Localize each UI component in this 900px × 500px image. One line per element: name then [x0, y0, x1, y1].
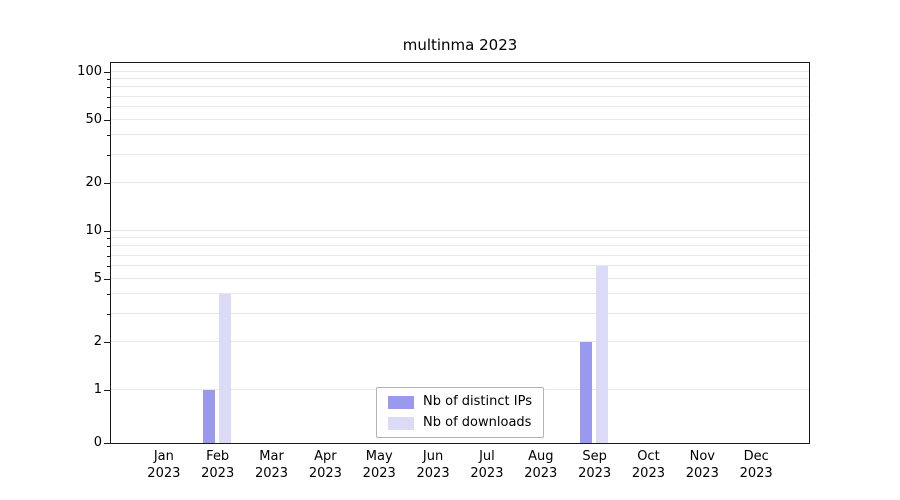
x-tick-label-oct: Oct 2023 [631, 449, 665, 481]
y-tick-label-1: 1 [93, 382, 102, 397]
y-minor-tick-60 [107, 107, 110, 109]
gridline-20 [111, 182, 809, 184]
legend-item-distinct-ips: Nb of distinct IPs [388, 395, 532, 409]
legend-item-downloads: Nb of downloads [388, 416, 532, 430]
y-tick-mark-2 [104, 342, 110, 344]
x-tick-label-feb: Feb 2023 [201, 449, 235, 481]
gridline-10 [111, 230, 809, 231]
y-minor-tick-6 [107, 266, 110, 268]
x-tick-label-mar: Mar 2023 [254, 449, 289, 481]
y-minor-tick-7 [107, 255, 110, 257]
bar-sep-nb-of-downloads [595, 266, 608, 443]
gridline-40 [111, 134, 809, 136]
legend-swatch-distinct-ips [388, 395, 415, 409]
legend-label-downloads: Nb of downloads [423, 415, 532, 430]
y-tick-mark-0 [104, 443, 110, 444]
gridline-30 [111, 154, 809, 156]
x-tick-label-jan: Jan 2023 [147, 449, 181, 481]
y-minor-tick-40 [107, 135, 110, 137]
y-minor-tick-3 [107, 314, 110, 316]
y-minor-tick-4 [107, 294, 110, 296]
y-tick-mark-50 [104, 119, 110, 121]
bar-feb-nb-of-distinct-ips [202, 390, 215, 443]
gridline-50 [111, 118, 809, 120]
y-tick-mark-100 [104, 72, 110, 73]
gridline-7 [111, 254, 809, 256]
y-minor-tick-8 [107, 246, 110, 248]
gridline-90 [111, 78, 809, 80]
y-minor-tick-30 [107, 155, 110, 157]
gridline-4 [111, 293, 809, 295]
y-tick-label-50: 50 [85, 111, 102, 127]
plot-area: Nb of distinct IPs Nb of downloads [110, 62, 810, 444]
y-minor-tick-80 [107, 87, 110, 89]
x-tick-label-apr: Apr 2023 [308, 449, 342, 481]
x-tick-label-jul: Jul 2023 [470, 449, 504, 481]
x-tick-label-nov: Nov 2023 [685, 449, 719, 481]
y-tick-mark-5 [104, 278, 110, 280]
x-tick-label-jun: Jun 2023 [416, 449, 450, 481]
bar-feb-nb-of-downloads [218, 294, 231, 443]
x-tick-label-may: May 2023 [362, 449, 396, 481]
y-tick-label-10: 10 [85, 223, 102, 238]
y-tick-label-100: 100 [77, 64, 102, 79]
x-tick-label-aug: Aug 2023 [524, 449, 558, 481]
y-tick-label-0: 0 [93, 435, 102, 450]
gridline-5 [111, 277, 809, 279]
gridline-6 [111, 265, 809, 267]
bar-sep-nb-of-distinct-ips [579, 342, 592, 443]
gridline-100 [111, 71, 809, 72]
x-tick-label-dec: Dec 2023 [739, 449, 773, 481]
y-tick-label-2: 2 [93, 334, 102, 350]
y-minor-tick-9 [107, 238, 110, 240]
y-minor-tick-90 [107, 79, 110, 81]
y-tick-mark-1 [104, 390, 110, 391]
gridline-8 [111, 245, 809, 247]
chart-title: multinma 2023 [402, 36, 518, 54]
y-minor-tick-70 [107, 96, 110, 98]
gridline-3 [111, 313, 809, 315]
y-tick-label-5: 5 [93, 270, 102, 286]
x-tick-label-sep: Sep 2023 [578, 449, 612, 481]
y-tick-label-20: 20 [85, 175, 102, 191]
gridline-80 [111, 86, 809, 88]
legend-label-distinct-ips: Nb of distinct IPs [423, 394, 532, 409]
gridline-60 [111, 106, 809, 108]
gridline-9 [111, 237, 809, 239]
legend: Nb of distinct IPs Nb of downloads [376, 387, 544, 438]
gridline-70 [111, 95, 809, 97]
y-tick-mark-20 [104, 183, 110, 185]
y-tick-mark-10 [104, 231, 110, 232]
legend-swatch-downloads [388, 416, 415, 430]
gridline-2 [111, 341, 809, 343]
